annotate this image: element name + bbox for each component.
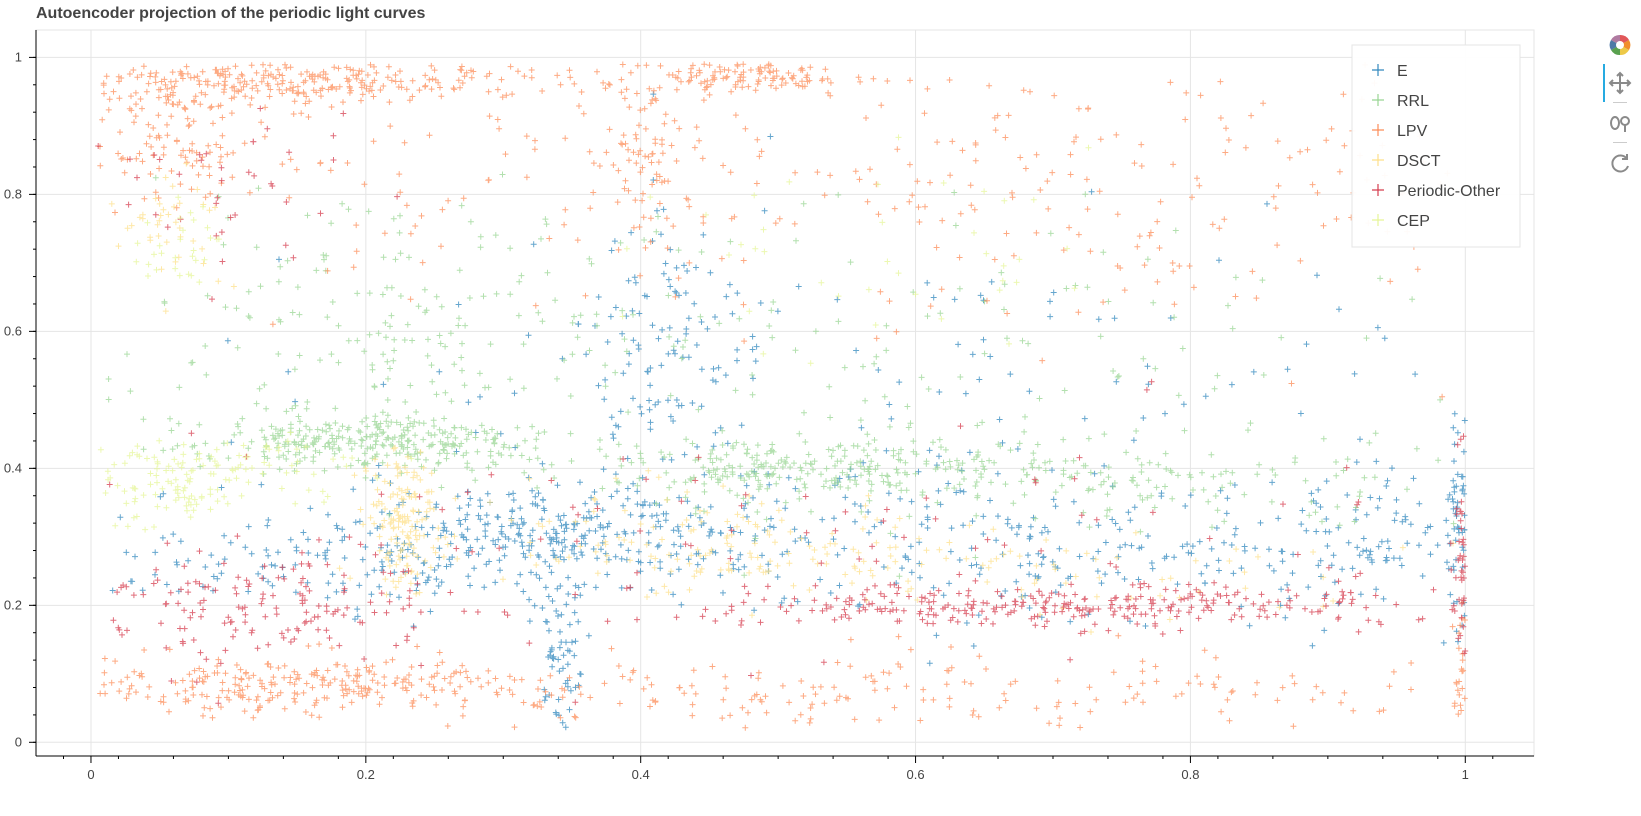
legend-label: E [1397,63,1408,80]
x-tick-label: 0 [87,767,94,782]
legend-marker [1372,64,1384,76]
y-tick-label: 0.6 [4,323,22,338]
plot-frame [35,29,1535,757]
y-tick-label: 1 [15,49,22,64]
y-tick-label: 0.8 [4,186,22,201]
toolbar [1603,30,1635,200]
pan-icon[interactable] [1605,68,1635,98]
scatter-points [95,105,1469,707]
y-tick-label: 0.2 [4,597,22,612]
toolbar-separator [1613,102,1627,103]
x-tick-label: 1 [1462,767,1469,782]
data-points [95,61,1469,731]
legend[interactable]: E RRL LPV DSCT Periodic-Other CEP [1351,44,1521,248]
legend-label: LPV [1397,123,1428,140]
wheel-zoom-icon[interactable] [1605,108,1635,138]
axes: 0 0.2 0.4 0.6 0.8 1 0 0.2 0.4 0.6 0.8 1 [4,30,1534,782]
legend-item[interactable]: E [1372,63,1408,80]
scatter-points [97,134,1092,533]
legend-marker [1372,124,1384,136]
scatter-points [108,160,1456,635]
x-tick-label: 0.6 [907,767,925,782]
legend-marker [1372,154,1384,166]
x-tick-label: 0.4 [632,767,650,782]
series-rrl [105,171,1457,580]
legend-item[interactable]: DSCT [1372,153,1441,170]
toolbar-separator [1613,142,1627,143]
legend-label: Periodic-Other [1397,183,1501,200]
series-periodic-other [95,105,1469,707]
scatter-points [97,61,1468,731]
legend-label: RRL [1397,93,1429,110]
series-cep [97,134,1092,533]
series-lpv [97,61,1468,731]
reset-icon[interactable] [1605,148,1635,178]
series-dsct [108,160,1456,635]
legend-marker [1372,94,1384,106]
scatter-points [105,171,1457,580]
legend-marker [1372,184,1384,196]
legend-item[interactable]: CEP [1372,213,1430,230]
bokeh-logo-icon[interactable] [1605,30,1635,60]
x-tick-label: 0.8 [1181,767,1199,782]
legend-item[interactable]: Periodic-Other [1372,183,1501,200]
y-tick-label: 0.4 [4,460,22,475]
legend-label: CEP [1397,213,1430,230]
legend-item[interactable]: RRL [1372,93,1429,110]
grid-lines [36,30,1534,756]
legend-marker [1372,214,1384,226]
legend-label: DSCT [1397,153,1441,170]
chart-title: Autoencoder projection of the periodic l… [36,5,426,22]
legend-box [1351,44,1521,248]
x-tick-label: 0.2 [357,767,375,782]
y-tick-label: 0 [15,734,22,749]
active-tool-indicator [1603,64,1605,102]
legend-item[interactable]: LPV [1372,123,1428,140]
